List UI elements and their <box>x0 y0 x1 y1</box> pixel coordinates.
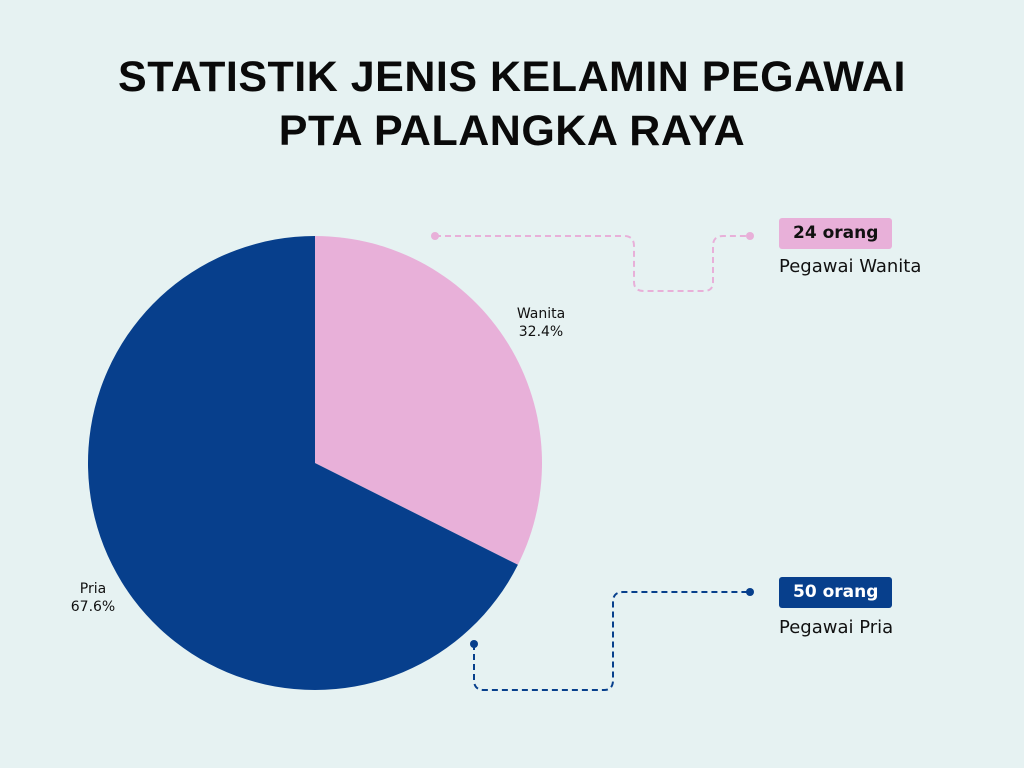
pria-description: Pegawai Pria <box>779 617 894 638</box>
pria-percent: 67.6% <box>70 599 116 615</box>
pria-count-badge: 50 orang <box>779 577 893 608</box>
chart-title: STATISTIK JENIS KELAMIN PEGAWAI PTA PALA… <box>0 50 1024 158</box>
pie-slice-wanita <box>315 236 542 565</box>
pria-connector-end-dot <box>746 588 754 596</box>
wanita-description: Pegawai Wanita <box>779 256 922 277</box>
pria-connector-dot <box>470 640 478 648</box>
wanita-count-badge: 24 orang <box>779 218 893 249</box>
wanita-connector <box>435 235 750 292</box>
title-line-2: PTA PALANGKA RAYA <box>278 107 746 155</box>
wanita-connector-dot <box>431 232 439 240</box>
wanita-percent: 32.4% <box>518 324 564 340</box>
pria-connector <box>473 591 750 691</box>
pria-name: Pria <box>79 581 107 597</box>
wanita-slice-label: Wanita 32.4% <box>500 305 582 341</box>
title-line-1: STATISTIK JENIS KELAMIN PEGAWAI <box>118 53 906 101</box>
pria-slice-label: Pria 67.6% <box>52 580 134 616</box>
pie-slice-pria <box>87 236 518 690</box>
wanita-connector-end-dot <box>746 232 754 240</box>
wanita-name: Wanita <box>516 306 566 322</box>
